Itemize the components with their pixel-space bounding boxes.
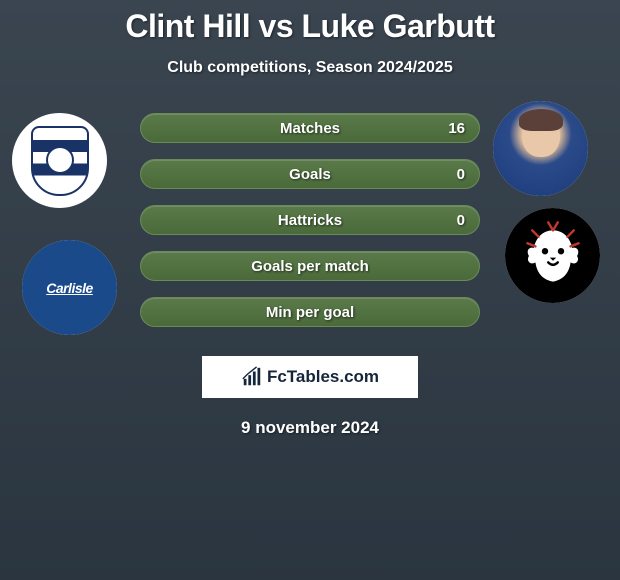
stat-bar-goals: Goals 0	[140, 159, 480, 189]
branding-box: FcTables.com	[202, 356, 418, 398]
stat-label: Hattricks	[278, 212, 342, 229]
right-club-crest	[505, 208, 600, 303]
shield-crest-icon	[12, 113, 107, 208]
stat-bar-goals-per-match: Goals per match	[140, 251, 480, 281]
chart-icon	[241, 366, 263, 388]
page-title: Clint Hill vs Luke Garbutt	[0, 0, 620, 45]
right-player-photo	[493, 101, 588, 196]
lion-badge-icon	[505, 208, 600, 303]
stat-value: 0	[457, 212, 465, 229]
stat-label: Matches	[280, 120, 340, 137]
stats-area: Carlisle Matches 16 Goals 0 Hattricks	[0, 113, 620, 348]
branding-text: FcTables.com	[267, 367, 379, 387]
left-club-crest-2: Carlisle	[22, 240, 117, 335]
subtitle: Club competitions, Season 2024/2025	[0, 59, 620, 77]
player-photo-icon	[493, 101, 588, 196]
carlisle-label: Carlisle	[46, 280, 93, 296]
stat-value: 0	[457, 166, 465, 183]
stat-bar-hattricks: Hattricks 0	[140, 205, 480, 235]
stat-label: Min per goal	[266, 304, 354, 321]
left-club-crest-1	[12, 113, 107, 208]
stat-value: 16	[448, 120, 465, 137]
carlisle-badge-icon: Carlisle	[22, 240, 117, 335]
stat-label: Goals per match	[251, 258, 369, 275]
stat-bar-matches: Matches 16	[140, 113, 480, 143]
stat-label: Goals	[289, 166, 331, 183]
date-text: 9 november 2024	[0, 418, 620, 438]
stat-bars: Matches 16 Goals 0 Hattricks 0 Goals per…	[140, 113, 480, 327]
stat-bar-min-per-goal: Min per goal	[140, 297, 480, 327]
